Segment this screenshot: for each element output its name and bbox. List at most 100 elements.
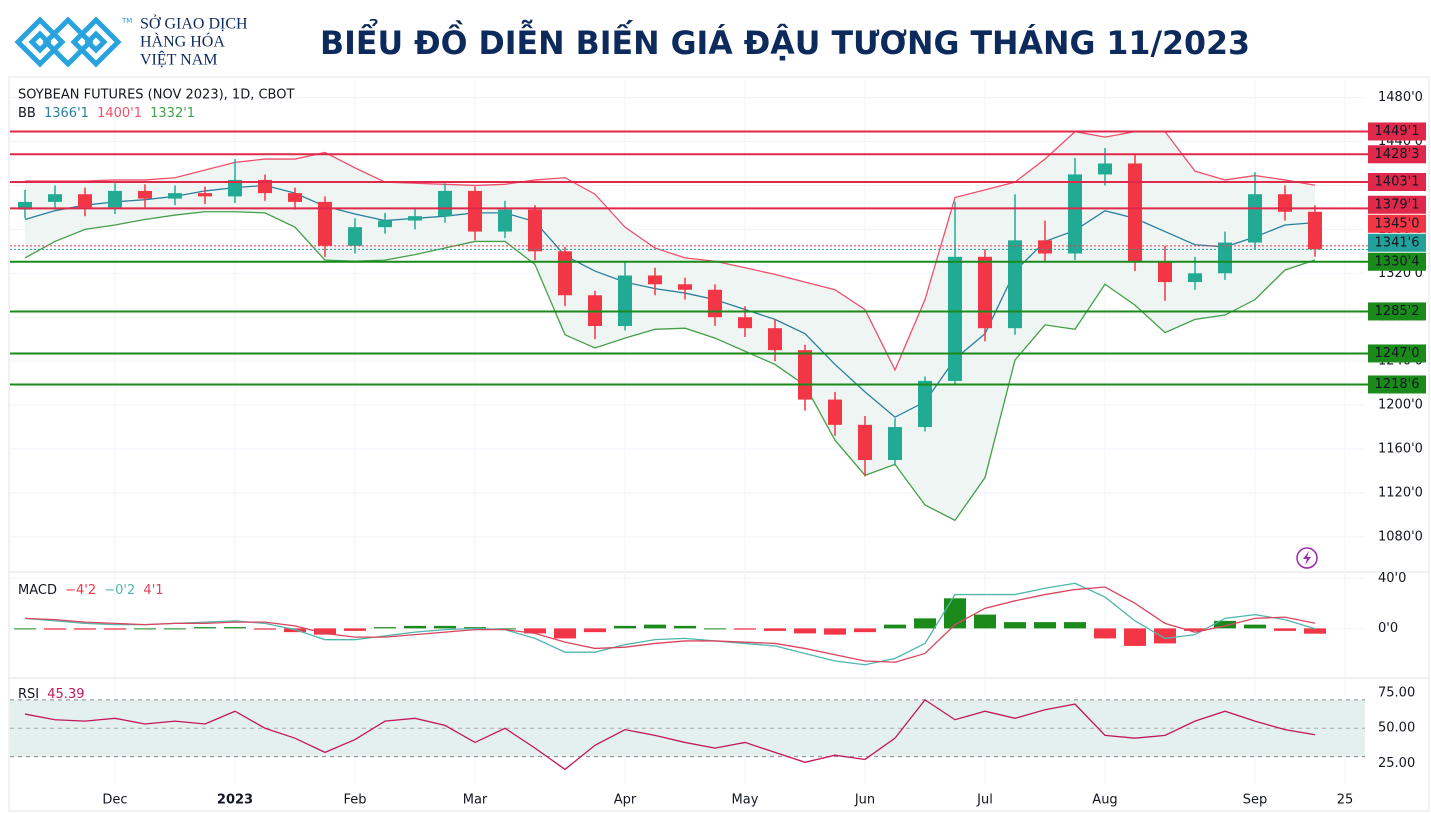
macd-name: MACD [18, 583, 57, 598]
macd-bar [644, 624, 666, 629]
macd-bar [374, 627, 396, 629]
level-label: 1341'6 [1375, 235, 1420, 250]
macd-bar [1214, 620, 1236, 629]
y-tick-label: 50.00 [1378, 721, 1415, 736]
macd-bar [884, 624, 906, 629]
candle-body [798, 350, 812, 400]
candle-body [888, 427, 902, 460]
y-tick-label: 1200'0 [1378, 398, 1423, 413]
candle-body [828, 399, 842, 425]
rsi-value: 45.39 [47, 687, 84, 702]
macd-bar [494, 628, 516, 630]
macd-bar [974, 614, 996, 629]
candle-body [678, 284, 692, 290]
candle-body [648, 275, 662, 285]
candle-body [378, 220, 392, 228]
macd-bar [134, 628, 156, 630]
macd-value: 4'1 [143, 583, 163, 598]
macd-bar [734, 628, 756, 630]
candle-body [348, 227, 362, 246]
y-tick-label: 1080'0 [1378, 529, 1423, 544]
candle-body [528, 209, 542, 252]
level-tag [1368, 172, 1426, 191]
candle-body [1308, 211, 1322, 250]
level-tag [1368, 214, 1426, 233]
macd-bar [794, 628, 816, 634]
candle-body [48, 194, 62, 202]
y-tick-label: 1120'0 [1378, 485, 1423, 500]
candle-body [918, 380, 932, 428]
candle-body [438, 190, 452, 217]
candle-body [318, 201, 332, 246]
macd-bar [914, 618, 936, 629]
level-tag [1368, 252, 1426, 271]
candle-body [468, 190, 482, 232]
level-label: 1285'2 [1375, 304, 1420, 319]
level-label: 1403'1 [1375, 174, 1420, 189]
macd-bar [164, 628, 186, 630]
candle-body [948, 256, 962, 381]
level-label: 1330'4 [1375, 254, 1420, 269]
macd-bar [434, 625, 456, 629]
macd-bar [344, 628, 366, 631]
macd-bar [554, 628, 576, 639]
rsi-legend: RSI 45.39 [18, 687, 84, 702]
candle-body [738, 317, 752, 329]
candle-body [978, 256, 992, 329]
macd-bar [74, 628, 96, 630]
candle-body [498, 209, 512, 232]
symbol-title: SOYBEAN FUTURES (NOV 2023), 1D, CBOT [18, 88, 294, 103]
bb-band [25, 131, 1315, 521]
macd-bar [584, 628, 606, 633]
x-tick-label: Dec [102, 793, 127, 808]
candle-body [138, 190, 152, 199]
candle-body [858, 424, 872, 460]
level-label: 1218'6 [1375, 377, 1420, 392]
level-tag [1368, 375, 1426, 394]
y-tick-label: 40'0 [1378, 571, 1406, 586]
candle-body [1128, 163, 1142, 263]
candle-body [1188, 273, 1202, 283]
x-tick-label: Jun [854, 793, 875, 808]
x-tick-label: 25 [1337, 793, 1354, 808]
macd-bar [674, 625, 696, 629]
macd-bar [1004, 622, 1026, 629]
level-tag [1368, 145, 1426, 164]
bb-name: BB [18, 106, 36, 121]
macd-bar [614, 625, 636, 629]
y-tick-label: 1480'0 [1378, 90, 1423, 105]
page-title: BIỂU ĐỒ DIỄN BIẾN GIÁ ĐẬU TƯƠNG THÁNG 11… [320, 19, 1250, 62]
x-tick-label: Aug [1092, 793, 1117, 808]
y-tick-label: 75.00 [1378, 685, 1415, 700]
x-tick-label: May [732, 793, 759, 808]
candle-body [1158, 262, 1172, 283]
x-tick-label: Jul [976, 793, 993, 808]
x-tick-label: 2023 [217, 793, 253, 808]
macd-bar [944, 598, 966, 629]
macd-bar [854, 628, 876, 633]
macd-bar [524, 628, 546, 634]
candle-body [618, 275, 632, 326]
candle-body [18, 201, 32, 210]
macd-value: −4'2 [65, 583, 96, 598]
level-tag [1368, 344, 1426, 363]
candle-body [768, 328, 782, 351]
macd-line [24, 582, 1316, 666]
macd-bar [254, 628, 276, 630]
candle-body [198, 193, 212, 197]
candle-body [78, 194, 92, 208]
x-tick-label: Feb [343, 793, 366, 808]
candle-body [228, 179, 242, 197]
macd-bar [1064, 622, 1086, 629]
alert-icon[interactable] [1296, 547, 1318, 569]
macd-bar [1244, 624, 1266, 629]
macd-legend: MACD −4'2 −0'2 4'1 [18, 583, 164, 598]
bb-legend: BB 1366'1 1400'1 1332'1 [18, 106, 195, 121]
chart-frame [8, 76, 1430, 812]
candle-body [408, 216, 422, 221]
level-label: 1345'0 [1375, 216, 1420, 231]
x-tick-label: Sep [1243, 793, 1268, 808]
macd-bar [314, 628, 336, 635]
bb-value: 1366'1 [44, 106, 89, 121]
